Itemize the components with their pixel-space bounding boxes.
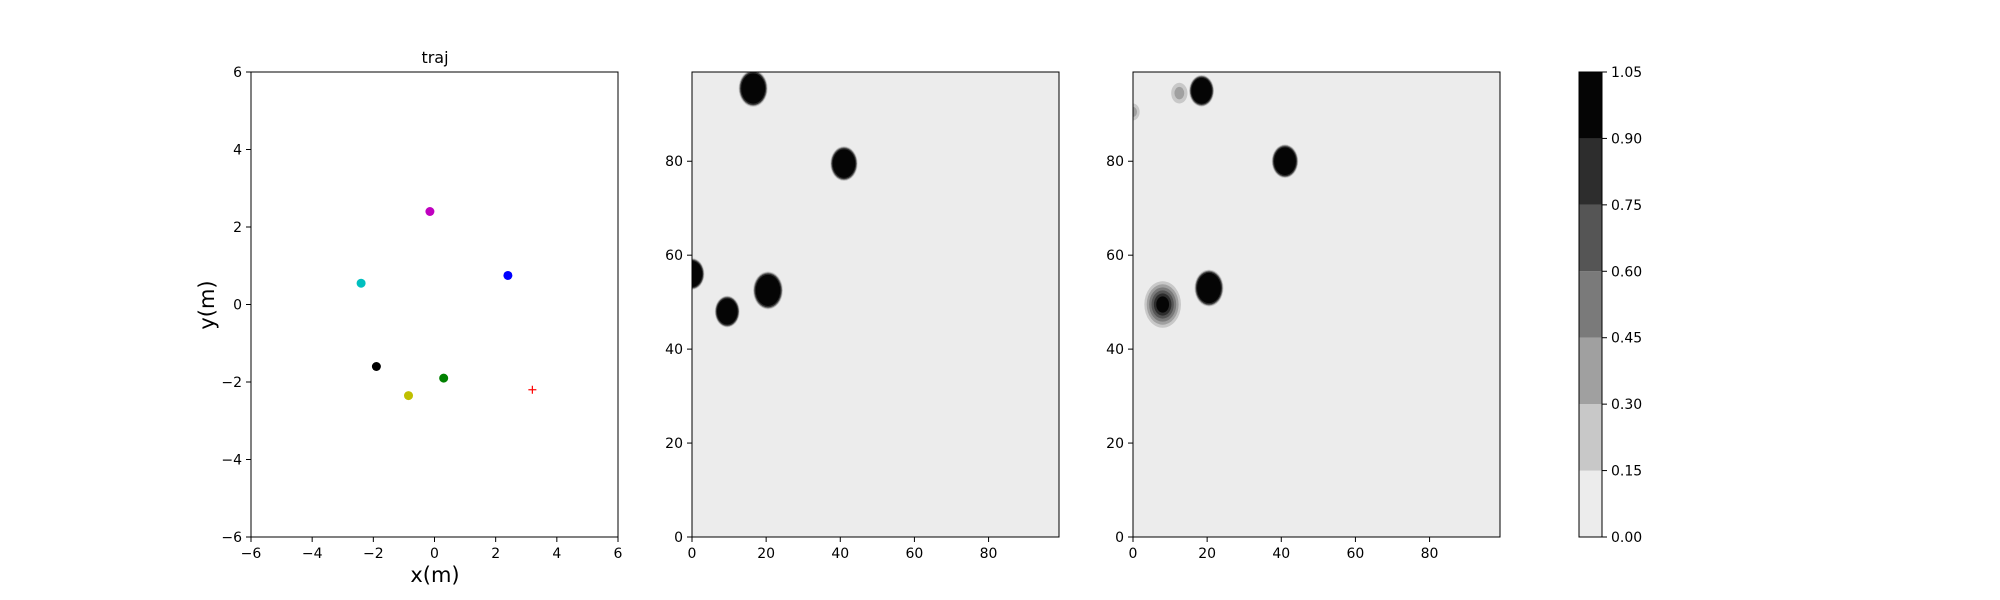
scatter-point <box>439 373 449 383</box>
y-tick-label: 20 <box>665 436 683 452</box>
colorbar-tick-label: 0.60 <box>1611 264 1642 280</box>
heatmap-blob <box>692 258 705 290</box>
colorbar-tick-label: 1.05 <box>1611 65 1642 81</box>
heatmap-blob <box>714 295 740 328</box>
colorbar-tick-label: 0.90 <box>1611 131 1642 147</box>
heatmap-blobs <box>692 72 858 328</box>
x-axis-ticks: 0 20 40 60 80 <box>688 537 998 562</box>
y-tick-label: 4 <box>233 143 242 159</box>
x-tick-label: 80 <box>1421 546 1439 562</box>
colorbar-band <box>1579 204 1602 272</box>
plot-frame <box>1132 71 1501 538</box>
y-tick-label: 80 <box>1106 154 1124 170</box>
y-axis-ticks: 0 20 40 60 80 <box>665 154 692 546</box>
y-tick-label: 80 <box>665 154 683 170</box>
heatmap-background <box>1133 72 1500 537</box>
y-tick-label: 40 <box>665 342 683 358</box>
heatmap-blob <box>1144 281 1181 328</box>
colorbar-band <box>1579 337 1602 405</box>
heatmap-panel-2: 0 20 40 60 80 0 20 40 60 80 <box>1106 71 1501 562</box>
x-tick-label: 0 <box>430 546 439 562</box>
x-tick-label: 6 <box>614 546 623 562</box>
y-tick-label: 60 <box>1106 248 1124 264</box>
colorbar-tick-label: 0.00 <box>1611 530 1642 546</box>
y-tick-label: −6 <box>221 530 242 546</box>
x-axis-ticks: 0 20 40 60 80 <box>1129 537 1439 562</box>
x-tick-label: 0 <box>1129 546 1138 562</box>
heatmap-blob <box>1194 269 1224 307</box>
plot-frame <box>250 71 619 538</box>
heatmap-blobs <box>1133 75 1299 328</box>
colorbar-band <box>1579 72 1602 139</box>
plot-frame <box>691 71 1060 538</box>
x-tick-label: 60 <box>1347 546 1365 562</box>
scatter-point <box>356 278 366 288</box>
colorbar-tick-label: 0.45 <box>1611 331 1642 347</box>
x-tick-label: −4 <box>302 546 323 562</box>
y-tick-label: 60 <box>665 248 683 264</box>
heatmap-blob <box>1133 103 1140 121</box>
colorbar-band <box>1579 404 1602 471</box>
colorbar-band <box>1579 138 1602 205</box>
x-tick-label: 20 <box>1198 546 1216 562</box>
y-tick-label: 20 <box>1106 436 1124 452</box>
x-axis-label: x(m) <box>410 563 459 587</box>
x-tick-label: 4 <box>552 546 561 562</box>
y-axis-ticks: 0 20 40 60 80 <box>1106 154 1133 546</box>
colorbar-frame <box>1578 71 1603 538</box>
scatter-points <box>356 207 537 401</box>
colorbar-ticks: 0.00 0.15 0.30 0.45 0.60 0.75 0.90 1.05 <box>1602 65 1642 546</box>
heatmap-blob <box>753 271 783 310</box>
colorbar-tick-label: 0.15 <box>1611 464 1642 480</box>
y-tick-label: −4 <box>221 453 242 469</box>
chart-title: traj <box>421 48 448 67</box>
y-tick-label: 0 <box>1115 530 1124 546</box>
y-axis-ticks: −6 −4 −2 0 2 4 6 <box>221 65 251 546</box>
scatter-point <box>503 270 513 280</box>
x-tick-label: 0 <box>688 546 697 562</box>
colorbar-tick-label: 0.75 <box>1611 198 1642 214</box>
heatmap-background <box>692 72 1059 537</box>
x-tick-label: −6 <box>241 546 262 562</box>
x-tick-label: 20 <box>757 546 775 562</box>
scatter-point-plus <box>528 385 537 394</box>
heatmap-blob <box>830 146 858 181</box>
x-tick-label: 40 <box>1272 546 1290 562</box>
heatmap-blob <box>738 72 768 107</box>
y-tick-label: −2 <box>221 375 242 391</box>
y-tick-label: 40 <box>1106 342 1124 358</box>
heatmap-blob <box>1189 75 1215 107</box>
x-tick-label: 2 <box>491 546 500 562</box>
colorbar-bands <box>1579 72 1602 537</box>
y-tick-label: 0 <box>233 298 242 314</box>
scatter-point <box>425 207 435 216</box>
x-axis-ticks: −6 −4 −2 0 2 4 6 <box>241 537 623 562</box>
x-tick-label: 40 <box>831 546 849 562</box>
heatmap-blob <box>1171 82 1188 104</box>
heatmap-blob <box>1271 144 1299 179</box>
scatter-point <box>404 391 414 401</box>
colorbar-band <box>1579 470 1602 537</box>
heatmap-panel-1: 0 20 40 60 80 0 20 40 60 80 <box>665 71 1060 562</box>
scatter-point <box>371 362 381 371</box>
x-tick-label: 80 <box>980 546 998 562</box>
colorbar-tick-label: 0.30 <box>1611 397 1642 413</box>
colorbar-band <box>1579 271 1602 338</box>
y-tick-label: 2 <box>233 220 242 236</box>
trajectory-scatter-panel: traj −6 −4 −2 0 2 4 6 −6 −4 −2 0 2 4 6 x(m) y(m) <box>195 48 623 587</box>
y-axis-label: y(m) <box>195 280 219 329</box>
x-tick-label: 60 <box>906 546 924 562</box>
plot-area <box>251 72 618 537</box>
y-tick-label: 0 <box>674 530 683 546</box>
y-tick-label: 6 <box>233 65 242 81</box>
colorbar: 0.00 0.15 0.30 0.45 0.60 0.75 0.90 1.05 <box>1578 65 1642 546</box>
x-tick-label: −2 <box>363 546 384 562</box>
